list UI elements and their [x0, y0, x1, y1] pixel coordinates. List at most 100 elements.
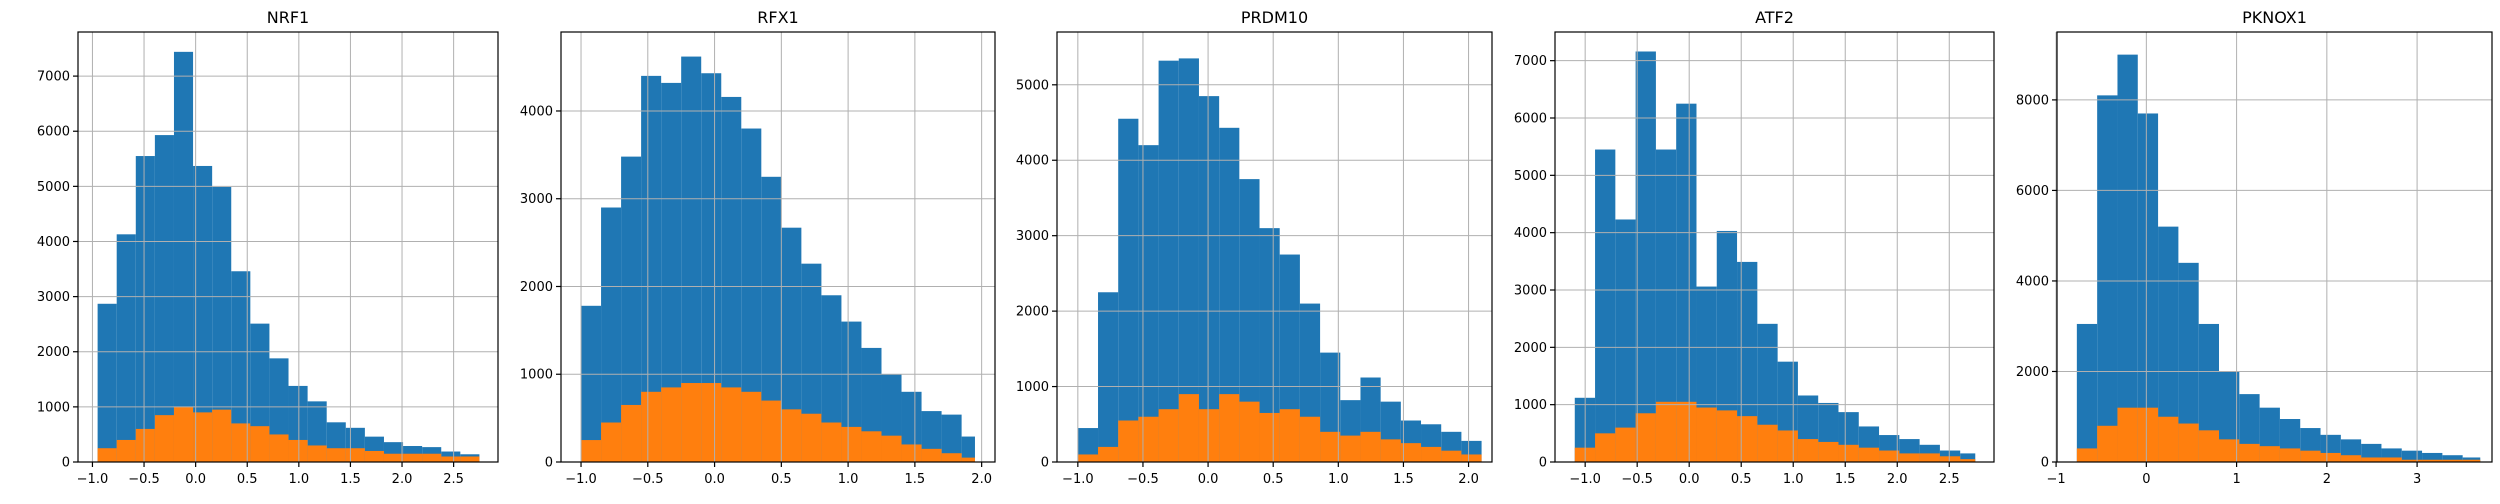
bar-s1-b19 [961, 457, 975, 462]
bar-s1-b6 [1696, 407, 1717, 462]
x-tick-label-4: 1.0 [1328, 472, 1349, 487]
bar-s1-b4 [661, 387, 682, 462]
bar-s0-b5 [1178, 58, 1199, 463]
y-tick-label-5: 5000 [1514, 169, 1547, 184]
bar-s0-b3 [154, 135, 174, 462]
y-tick-label-3: 3000 [520, 192, 553, 207]
bar-s0-b4 [2158, 226, 2179, 462]
bar-s0-b0 [581, 305, 602, 462]
bar-s0-b19 [961, 436, 975, 462]
bar-s1-b9 [1259, 412, 1280, 462]
bar-s1-b4 [173, 406, 194, 462]
chart-title: PRDM10 [1241, 8, 1308, 27]
bar-s1-b1 [2097, 425, 2118, 462]
bar-s1-b11 [801, 413, 822, 462]
bar-s1-b15 [2381, 457, 2402, 462]
bar-s0-b12 [821, 295, 842, 462]
x-tick-label-0: −1 [2047, 472, 2066, 487]
bar-s1-b15 [881, 435, 902, 462]
bar-s0-b3 [641, 75, 662, 462]
bar-s0-b3 [2137, 113, 2159, 462]
bar-s0-b1 [116, 234, 136, 462]
y-tick-label-1: 1000 [520, 368, 553, 383]
bar-s0-b8 [1737, 261, 1758, 462]
bar-s1-b6 [1198, 409, 1220, 462]
bar-s0-b0 [97, 303, 117, 462]
bar-s1-b1 [116, 439, 136, 462]
bar-s1-b1 [1595, 433, 1616, 462]
y-tick-label-2: 2000 [1016, 305, 1049, 320]
y-tick-label-1: 1000 [37, 400, 70, 415]
bar-s1-b14 [1858, 447, 1880, 462]
bar-s0-b1 [1098, 292, 1119, 462]
bar-s1-b7 [721, 387, 742, 462]
y-tick-label-0: 0 [1539, 456, 1547, 471]
y-tick-label-0: 0 [545, 456, 553, 471]
bar-s1-b6 [212, 409, 232, 462]
bar-s0-b6 [1198, 96, 1220, 463]
bar-s1-b15 [1879, 450, 1900, 462]
bar-s1-b18 [2442, 459, 2463, 462]
chart-panel-0: −1.0 −0.5 0.0 0.5 1.0 1.5 2.0 2.5 0 1000 2000 3000 4… [37, 8, 499, 487]
x-tick-label-5: 1.5 [1835, 472, 1856, 487]
x-tick-label-4: 1.0 [288, 472, 309, 487]
bar-s1-b8 [2239, 443, 2260, 462]
bar-s1-b2 [2117, 407, 2138, 462]
bar-s0-b17 [2422, 452, 2443, 462]
bar-s0-b18 [1939, 450, 1961, 462]
y-tick-label-3: 3000 [37, 290, 70, 305]
bar-s1-b8 [1737, 416, 1758, 462]
y-tick-label-2: 4000 [2016, 274, 2049, 289]
bar-s0-b2 [621, 156, 642, 463]
x-tick-label-0: −1.0 [1062, 472, 1094, 487]
axes-frame [77, 31, 499, 463]
x-tick-label-6: 2.0 [1887, 472, 1908, 487]
x-tick-label-3: 0.5 [1731, 472, 1752, 487]
y-tick-label-1: 1000 [1016, 380, 1049, 395]
y-tick-label-6: 6000 [1514, 112, 1547, 127]
bar-s1-b15 [383, 453, 404, 462]
y-tick-label-4: 8000 [2016, 93, 2049, 108]
bar-s1-b19 [1960, 459, 1976, 462]
bar-s0-b1 [1595, 149, 1616, 462]
bar-s1-b18 [1441, 450, 1462, 462]
x-tick-label-3: 0.5 [1263, 472, 1284, 487]
bar-s1-b8 [250, 426, 270, 462]
bar-s0-b8 [741, 128, 762, 462]
bar-s1-b3 [2137, 407, 2159, 462]
bar-s1-b19 [460, 456, 480, 462]
y-tick-label-0: 0 [2041, 456, 2049, 471]
bar-s0-b19 [1960, 453, 1976, 462]
bar-s0-b2 [1118, 118, 1139, 462]
bar-s0-b3 [1635, 51, 1656, 463]
x-tick-label-1: −0.5 [1127, 472, 1159, 487]
x-tick-label-1: −0.5 [1621, 472, 1653, 487]
x-tick-label-0: −1.0 [1569, 472, 1601, 487]
bar-s0-b6 [701, 73, 722, 463]
bar-s0-b1 [2097, 95, 2118, 463]
bar-s1-b0 [2076, 448, 2098, 462]
bar-s1-b10 [288, 439, 308, 462]
chart-panel-3: −1.0 −0.5 0.0 0.5 1.0 1.5 2.0 2.5 0 1000 2000 3000 4… [1514, 8, 1995, 487]
x-tick-label-2: 1 [2232, 472, 2240, 487]
bar-s1-b5 [1178, 394, 1199, 462]
x-tick-label-5: 1.5 [340, 472, 361, 487]
y-tick-label-6: 6000 [37, 125, 70, 140]
bar-s1-b12 [821, 422, 842, 462]
y-tick-label-2: 2000 [520, 280, 553, 295]
bar-s1-b0 [97, 448, 117, 462]
x-tick-label-6: 2.0 [392, 472, 413, 487]
chart-title: NRF1 [267, 8, 309, 27]
bar-s1-b2 [135, 428, 155, 462]
bar-s1-b18 [941, 453, 962, 462]
y-tick-label-1: 1000 [1514, 398, 1547, 413]
chart-title: ATF2 [1755, 8, 1794, 27]
bar-s1-b9 [2259, 446, 2280, 462]
y-tick-label-5: 5000 [37, 180, 70, 195]
bar-s1-b10 [781, 409, 802, 462]
x-tick-label-6: 2.0 [971, 472, 992, 487]
x-tick-label-3: 0.5 [771, 472, 792, 487]
y-tick-label-4: 4000 [520, 104, 553, 119]
